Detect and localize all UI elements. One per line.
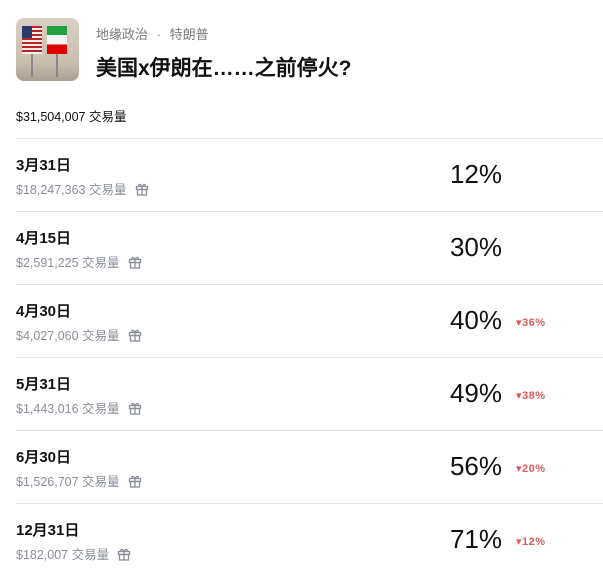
volume-text: $1,526,707 交易量 [16,475,120,489]
probability: 12% [449,159,503,189]
volume-text: $2,591,225 交易量 [16,256,120,270]
market-row[interactable]: 5月31日 $1,443,016 交易量 49% ▾38% [16,357,603,431]
market-volume: $18,247,363 交易量 [16,179,149,198]
gift-icon[interactable] [128,255,142,269]
market-date: 6月30日 [16,449,72,466]
market-row[interactable]: 4月30日 $4,027,060 交易量 40% ▾36% [16,284,603,358]
market-volume: $4,027,060 交易量 [16,325,142,344]
change-badge: ▾38% [516,390,546,402]
market-date: 5月31日 [16,376,72,393]
market-volume: $1,526,707 交易量 [16,471,142,490]
change-badge: ▾36% [516,317,546,329]
market-volume: $1,443,016 交易量 [16,398,142,417]
volume-text: $1,443,016 交易量 [16,402,120,416]
flag-pole [56,47,58,77]
market-date: 4月30日 [16,303,72,320]
probability: 40% [449,305,503,335]
separator: · [156,27,161,42]
probability: 30% [449,232,503,262]
category-link[interactable]: 地缘政治 [96,27,149,42]
volume-text: $4,027,060 交易量 [16,329,120,343]
probability: 71% [449,524,503,554]
iran-flag-icon [47,26,67,54]
gift-icon[interactable] [135,182,149,196]
change-badge: ▾20% [516,463,546,475]
market-volume: $182,007 交易量 [16,544,131,563]
change-badge: ▾12% [516,536,546,548]
probability: 56% [449,451,503,481]
gift-icon[interactable] [117,547,131,561]
market-row[interactable]: 6月30日 $1,526,707 交易量 56% ▾20% [16,430,603,504]
breadcrumb: 地缘政治 · 特朗普 [96,24,352,43]
market-date: 3月31日 [16,157,72,174]
market-row[interactable]: 4月15日 $2,591,225 交易量 30% [16,211,603,285]
market-row[interactable]: 12月31日 $182,007 交易量 71% ▾12% [16,503,603,577]
probability: 49% [449,378,503,408]
market-row[interactable]: 3月31日 $18,247,363 交易量 12% [16,138,603,212]
gift-icon[interactable] [128,328,142,342]
page-title: 美国x伊朗在……之前停火? [96,57,352,80]
volume-text: $18,247,363 交易量 [16,183,127,197]
market-volume: $2,591,225 交易量 [16,252,142,271]
volume-text: $182,007 交易量 [16,548,110,562]
tag-link[interactable]: 特朗普 [169,27,209,42]
gift-icon[interactable] [128,401,142,415]
gift-icon[interactable] [128,474,142,488]
market-date: 12月31日 [16,522,80,539]
event-header: 地缘政治 · 特朗普 美国x伊朗在……之前停火? [16,18,352,82]
us-flag-icon [22,26,42,54]
flag-pole [31,47,33,77]
event-image[interactable] [16,18,79,81]
market-date: 4月15日 [16,230,72,247]
total-volume: $31,504,007 交易量 [16,110,127,124]
